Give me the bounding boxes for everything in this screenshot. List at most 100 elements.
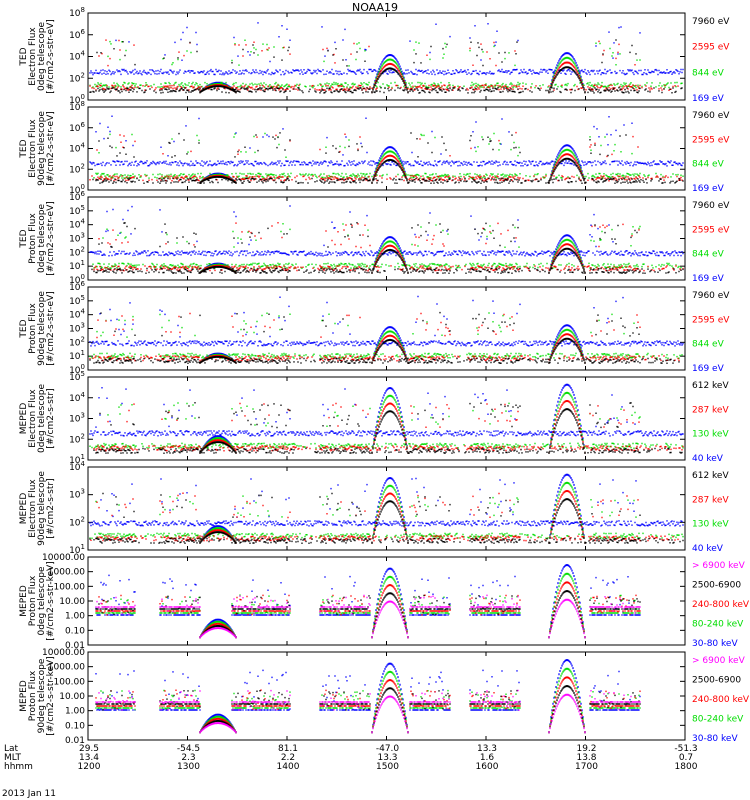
- y-tick-label: 0.10: [65, 721, 85, 731]
- legend-item: 2595 eV: [692, 225, 730, 235]
- y-axis-label: MEPEDElectron Flux90deg telescope[#/cm2-…: [19, 471, 56, 546]
- y-tick-label: 102: [69, 432, 85, 445]
- y-tick-label: 101: [69, 543, 85, 556]
- y-tick-label: 102: [69, 335, 85, 348]
- y-tick-label: 106: [69, 190, 85, 203]
- series-trace: [95, 590, 641, 639]
- footer-value: 1300: [177, 762, 200, 772]
- legend-item: 169 eV: [692, 184, 725, 194]
- y-tick-label: 103: [69, 322, 85, 335]
- series-trace: [95, 689, 641, 734]
- series-trace: [92, 132, 684, 184]
- footer-value: 19.2: [576, 744, 597, 754]
- y-tick-label: 10000.00: [42, 553, 85, 563]
- series-trace: [95, 572, 641, 639]
- y-tick-label: 102: [69, 245, 85, 258]
- footer-value: 1.6: [479, 753, 495, 763]
- y-tick-label: 106: [69, 280, 85, 293]
- series-trace: [89, 205, 684, 274]
- footer-row-label: Lat: [4, 744, 19, 754]
- y-tick-label: 102: [69, 71, 85, 84]
- series-trace: [93, 132, 684, 184]
- footer-value: -54.5: [176, 744, 201, 754]
- legend-item: 2500-6900: [692, 676, 741, 686]
- y-tick-label: 104: [69, 460, 85, 473]
- y-tick-label: 0.01: [65, 736, 85, 746]
- panel-6: 101 102 103 104 MEPEDElectron Flux90deg tele…: [19, 460, 729, 556]
- y-tick-label: 10.00: [59, 692, 85, 702]
- footer-value: -47.0: [375, 744, 400, 754]
- footer-value: 1600: [475, 762, 499, 772]
- y-tick-label: 108: [69, 6, 85, 19]
- series-trace: [95, 581, 641, 639]
- legend-item: 30-80 keV: [692, 639, 738, 649]
- footer-value: 1800: [674, 762, 698, 772]
- legend-item: 240-800 keV: [692, 695, 750, 705]
- y-tick-label: 103: [69, 232, 85, 245]
- y-tick-label: 106: [69, 28, 85, 41]
- y-tick-label: 0.01: [65, 641, 85, 651]
- legend-item: 130 keV: [692, 520, 729, 530]
- series-trace: [89, 22, 684, 94]
- footer-row-label: hhmm: [4, 762, 33, 772]
- y-tick-label: 103: [69, 412, 85, 425]
- y-axis-label: TEDProton Flux90deg telescope[#/cm2-s-st…: [19, 291, 56, 366]
- y-tick-label: 101: [69, 349, 85, 362]
- legend-item: 80-240 keV: [692, 620, 744, 630]
- y-tick-label: 108: [69, 100, 85, 113]
- y-tick-label: 100: [69, 183, 85, 196]
- y-tick-label: 104: [69, 308, 85, 321]
- date-label: 2013 Jan 11: [2, 789, 56, 799]
- series-trace: [89, 295, 684, 364]
- series-trace: [95, 594, 641, 639]
- y-tick-label: 100: [69, 273, 85, 286]
- series-trace: [89, 391, 684, 454]
- legend-item: 2595 eV: [692, 135, 730, 145]
- y-axis-label: MEPEDElectron Flux0deg telescope[#/cm2-s…: [19, 384, 56, 454]
- series-trace: [93, 402, 683, 454]
- panel-2: 100 102 104 106 108 TEDElectron Flux90deg tel…: [19, 100, 730, 196]
- y-tick-label: 1000.00: [48, 663, 85, 673]
- y-tick-label: 0.10: [65, 626, 85, 636]
- legend-item: 2500-6900: [692, 581, 741, 591]
- legend-item: 7960 eV: [692, 201, 730, 211]
- legend-item: > 6900 keV: [692, 656, 746, 666]
- y-tick-label: 105: [69, 294, 85, 307]
- y-tick-label: 101: [69, 453, 85, 466]
- footer-value: 13.4: [78, 753, 100, 763]
- series-trace: [89, 481, 684, 544]
- legend-item: 40 keV: [692, 454, 724, 464]
- footer-value: 13.8: [576, 753, 597, 763]
- legend-item: 844 eV: [692, 160, 725, 170]
- panel-5: 101 102 103 104 105 MEPEDElectron Flux0deg te…: [19, 370, 729, 466]
- series-trace: [89, 312, 680, 364]
- y-tick-label: 1.00: [65, 612, 85, 622]
- y-tick-label: 102: [69, 515, 85, 528]
- y-tick-label: 102: [69, 162, 85, 175]
- footer-value: 1500: [376, 762, 399, 772]
- legend-item: 844 eV: [692, 68, 725, 78]
- y-tick-label: 104: [69, 142, 85, 155]
- y-tick-label: 104: [69, 218, 85, 231]
- y-tick-label: 10000.00: [42, 648, 85, 658]
- footer-value: 2.3: [181, 753, 196, 763]
- footer-row-label: MLT: [4, 753, 22, 763]
- y-tick-label: 1.00: [65, 707, 85, 717]
- y-tick-label: 105: [69, 370, 85, 383]
- panel-1: 100 102 104 106 108 TEDElectron Flux0deg tele…: [19, 6, 730, 106]
- y-tick-label: 100.00: [54, 677, 86, 687]
- y-axis-label: TEDElectron Flux90deg telescope[#/cm2-s-…: [19, 111, 56, 186]
- y-tick-label: 10.00: [59, 597, 85, 607]
- footer-value: 81.1: [277, 744, 299, 754]
- footer-value: 29.5: [78, 744, 100, 754]
- series-trace: [89, 115, 684, 184]
- y-tick-label: 100: [69, 93, 85, 106]
- legend-item: 80-240 keV: [692, 715, 744, 725]
- footer-value: 1700: [575, 762, 598, 772]
- legend-item: 130 keV: [692, 430, 729, 440]
- series-trace: [95, 685, 641, 734]
- legend-item: 7960 eV: [692, 17, 730, 27]
- series-trace: [89, 39, 683, 94]
